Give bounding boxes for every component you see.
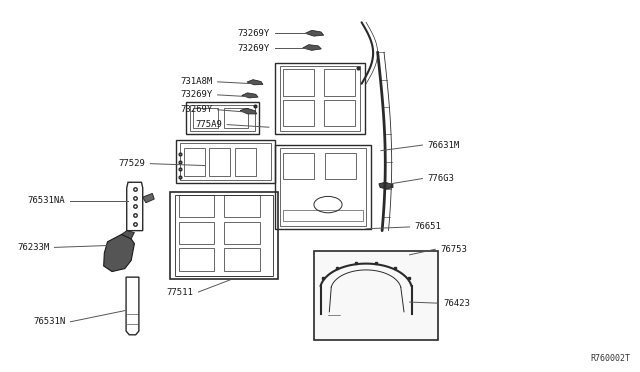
Text: 77511: 77511 (166, 288, 193, 296)
Polygon shape (242, 93, 258, 98)
Text: 775A9: 775A9 (195, 120, 222, 129)
Text: 76531NA: 76531NA (28, 196, 65, 205)
Text: 77529: 77529 (118, 159, 145, 168)
Bar (314, 251, 438, 340)
Text: 73269Y: 73269Y (238, 44, 270, 53)
Polygon shape (143, 193, 154, 203)
Text: 776G3: 776G3 (428, 174, 454, 183)
Text: 76423: 76423 (444, 299, 470, 308)
Text: 73269Y: 73269Y (180, 105, 212, 114)
Polygon shape (122, 231, 134, 239)
Text: 73269Y: 73269Y (238, 29, 270, 38)
Polygon shape (303, 45, 321, 50)
Text: 73269Y: 73269Y (180, 90, 212, 99)
Polygon shape (104, 234, 134, 272)
Polygon shape (240, 108, 257, 114)
Text: 76233M: 76233M (17, 243, 49, 252)
Text: 731A8M: 731A8M (180, 77, 212, 86)
Text: 76531N: 76531N (33, 317, 65, 326)
Polygon shape (305, 31, 324, 36)
Text: 76753: 76753 (440, 245, 467, 254)
Text: 76651: 76651 (415, 222, 442, 231)
Polygon shape (379, 182, 393, 189)
Polygon shape (247, 80, 263, 85)
Text: 76631M: 76631M (428, 141, 460, 150)
Text: R760002T: R760002T (590, 354, 630, 363)
